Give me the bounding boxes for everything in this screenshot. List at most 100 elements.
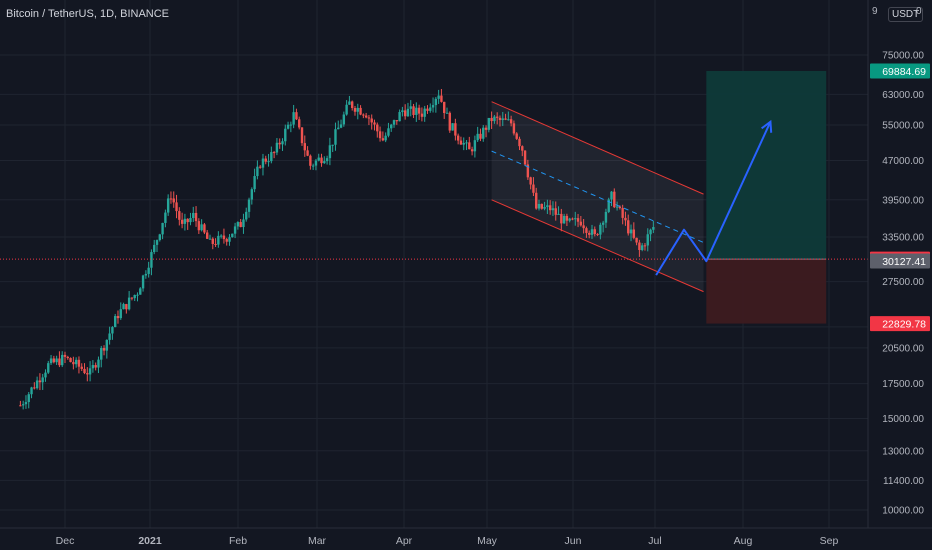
candle-body xyxy=(395,120,399,122)
candle-body xyxy=(342,114,346,125)
candle-body xyxy=(431,105,435,108)
candle-body xyxy=(222,235,226,240)
candle-body xyxy=(217,235,220,245)
candle-body xyxy=(493,116,496,122)
candle-body xyxy=(353,107,357,112)
candle-body xyxy=(231,233,234,238)
candle-body xyxy=(373,122,376,125)
candle-body xyxy=(278,142,281,145)
candle-body xyxy=(571,218,574,220)
candle-body xyxy=(272,152,276,154)
candle-body xyxy=(384,135,387,141)
candle-body xyxy=(24,402,28,405)
candle-body xyxy=(33,387,36,389)
time-tick-label: Apr xyxy=(396,535,413,547)
candle-body xyxy=(468,142,471,150)
candle-body xyxy=(155,240,159,245)
candle-body xyxy=(303,143,306,151)
profit-zone xyxy=(706,70,827,260)
candle-body xyxy=(317,157,320,161)
candle-body xyxy=(309,155,312,166)
price-badge-label: 30127.41 xyxy=(882,256,926,268)
candle-body xyxy=(607,199,610,212)
candle-body xyxy=(44,372,47,378)
price-tick-label: 27500.00 xyxy=(882,277,924,288)
candle-body xyxy=(253,176,256,190)
price-tick-label: 39500.00 xyxy=(882,195,924,206)
candle-body xyxy=(445,112,449,114)
candle-body xyxy=(448,112,451,131)
axis-corner-label: 9 xyxy=(872,6,878,17)
candle-body xyxy=(35,380,39,389)
candle-body xyxy=(61,354,64,366)
candle-body xyxy=(119,309,122,319)
candle-body xyxy=(108,333,111,340)
candle-body xyxy=(429,107,432,111)
price-tick-label: 11400.00 xyxy=(883,476,924,487)
candle-body xyxy=(88,368,92,375)
candle-body xyxy=(551,208,555,211)
candle-body xyxy=(242,219,245,228)
candle-body xyxy=(582,225,585,229)
candle-body xyxy=(604,211,608,223)
price-tick-label: 13000.00 xyxy=(882,446,924,457)
price-badge xyxy=(870,253,930,269)
candle-body xyxy=(632,229,636,238)
candle-body xyxy=(178,211,181,220)
candle-body xyxy=(127,297,131,310)
candle-body xyxy=(125,304,128,310)
price-axis-background xyxy=(868,0,932,550)
candle-body xyxy=(247,199,251,212)
channel-lower-line xyxy=(491,199,704,293)
candle-body xyxy=(256,166,259,177)
candle-body xyxy=(52,358,56,363)
candle-body xyxy=(80,366,83,369)
candle-body xyxy=(554,208,557,215)
candle-body xyxy=(94,365,97,368)
candle-body xyxy=(236,222,240,227)
candle-body xyxy=(362,114,365,116)
candle-body xyxy=(367,117,371,119)
chart-title[interactable]: Bitcoin / TetherUS, 1D, BINANCE xyxy=(6,8,170,20)
time-tick-label: Jul xyxy=(648,535,661,547)
candle-body xyxy=(426,108,429,111)
candle-body xyxy=(599,224,602,235)
candle-body xyxy=(364,115,368,118)
candle-body xyxy=(331,144,334,146)
candle-body xyxy=(55,358,58,363)
candle-body xyxy=(443,101,446,113)
candle-body xyxy=(487,117,491,130)
candle-body xyxy=(465,142,468,144)
candle-body xyxy=(420,113,424,117)
candle-body xyxy=(267,161,270,163)
candle-body xyxy=(141,275,145,289)
candle-body xyxy=(540,203,544,209)
candle-body xyxy=(286,124,290,129)
candle-body xyxy=(543,206,546,209)
candle-body xyxy=(412,106,415,115)
candle-body xyxy=(627,220,630,234)
candle-body xyxy=(588,232,591,235)
candle-body xyxy=(359,107,362,115)
candle-body xyxy=(239,222,242,228)
candle-body xyxy=(91,365,95,369)
candle-body xyxy=(194,212,198,222)
candle-body xyxy=(526,164,530,178)
candle-body xyxy=(325,158,329,162)
candle-body xyxy=(518,138,521,147)
candle-body xyxy=(482,127,485,139)
candle-body xyxy=(136,294,139,296)
candle-body xyxy=(348,101,351,105)
candle-body xyxy=(49,358,53,364)
candle-body xyxy=(568,218,571,221)
candle-body xyxy=(298,119,301,128)
time-axis-background xyxy=(0,528,932,550)
currency-button[interactable]: USDT xyxy=(888,7,924,22)
candle-body xyxy=(521,146,524,151)
candle-body xyxy=(635,237,638,243)
candle-body xyxy=(523,150,527,165)
candle-body xyxy=(219,235,223,237)
candle-body xyxy=(328,145,332,159)
time-tick-label: May xyxy=(477,535,498,547)
